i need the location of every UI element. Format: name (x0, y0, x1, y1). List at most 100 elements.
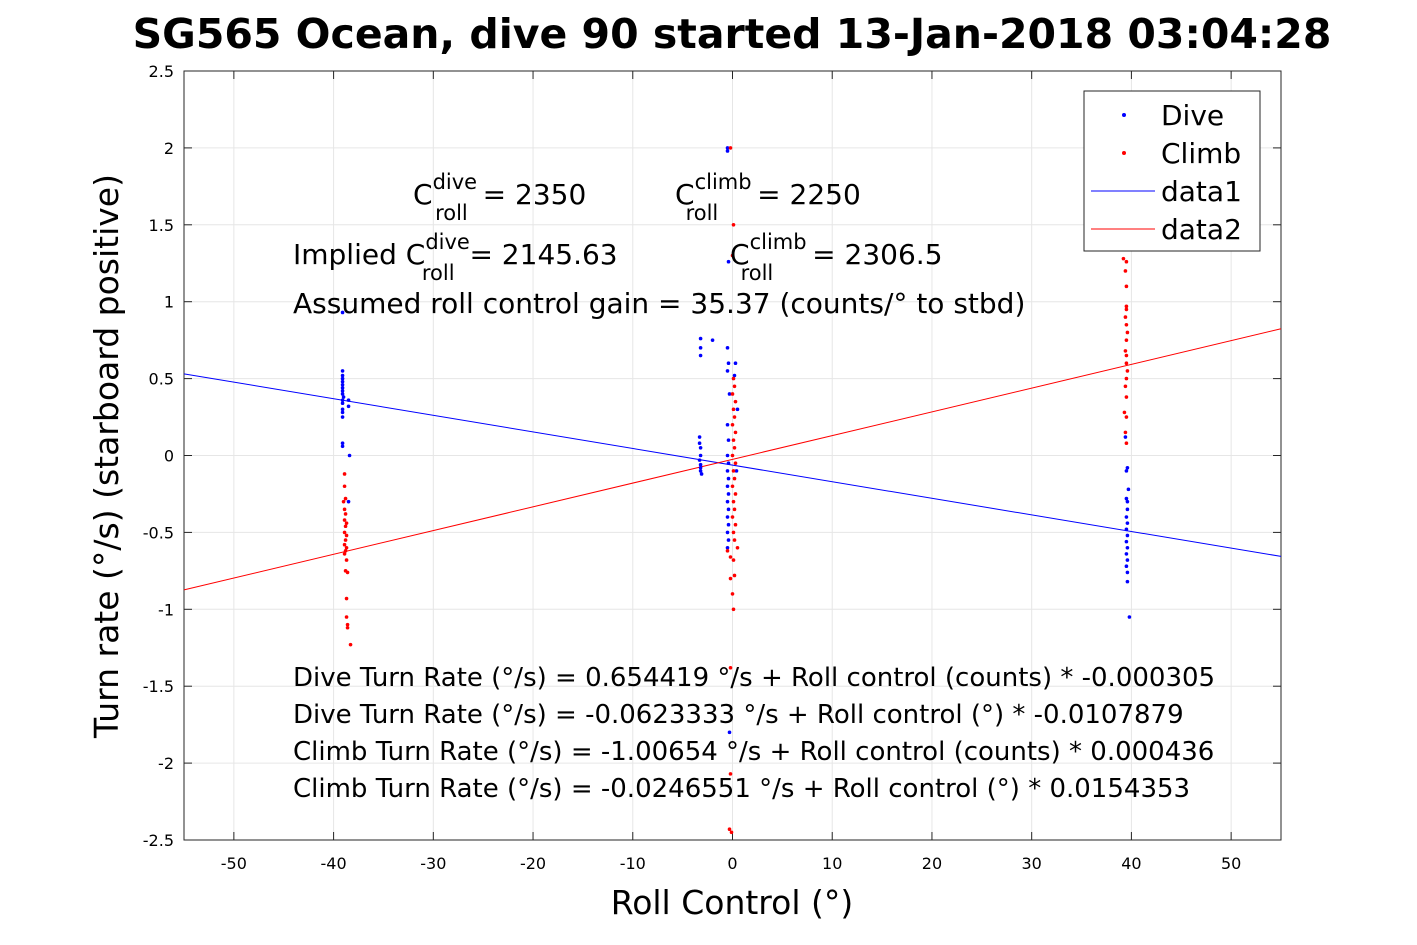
climb-point (731, 438, 736, 442)
dive-point (725, 422, 730, 427)
implied-dive-annotation: Implied Cdive roll = 2145.63 (293, 230, 618, 285)
data-points (340, 146, 1132, 835)
climb-point (735, 545, 740, 550)
equation-line: Dive Turn Rate (°/s) = -0.0623333 °/s + … (293, 700, 1184, 730)
climb-point (730, 592, 735, 596)
x-tick-label: 10 (822, 854, 842, 873)
equation-line: Dive Turn Rate (°/s) = 0.654419 °/s + Ro… (293, 663, 1215, 693)
climb-point (344, 558, 349, 562)
dive-point (726, 522, 731, 527)
climb-point (728, 146, 733, 150)
dive-point (340, 373, 345, 378)
legend-climb-label: Climb (1161, 137, 1241, 170)
climb-point (729, 830, 734, 835)
x-tick-label: 20 (922, 854, 942, 873)
legend: Dive Climb data1 data2 (1083, 90, 1261, 252)
dive-point (727, 730, 732, 735)
dive-point (1124, 552, 1129, 556)
climb-point (731, 407, 736, 412)
y-tick-label: -1.5 (143, 677, 174, 696)
dive-point (725, 530, 730, 535)
dive-point (340, 407, 345, 412)
climb-point (342, 507, 347, 512)
dive-point (340, 398, 345, 402)
climb-point (343, 524, 348, 529)
dive-point (1126, 487, 1131, 492)
climb-point (342, 552, 347, 556)
legend-data2-label: data2 (1161, 213, 1242, 246)
dive-point (1125, 466, 1130, 470)
climb-point (1125, 330, 1130, 335)
y-axis-label: Turn rate (°/s) (starboard positive) (87, 174, 126, 739)
dive-point (698, 446, 703, 450)
climb-point (733, 461, 738, 465)
climb-point (342, 484, 347, 489)
dive-point (1123, 435, 1128, 439)
climb-point (1124, 395, 1129, 399)
climb-point (343, 512, 348, 516)
c-roll-climb-annotation: Cclimb roll = 2250 (675, 170, 861, 225)
climb-point (345, 625, 350, 630)
climb-point (732, 446, 737, 450)
legend-dive-label: Dive (1161, 99, 1224, 132)
climb-point (344, 615, 349, 619)
climb-point (345, 570, 350, 575)
y-tick-label: -2.5 (143, 831, 174, 850)
dive-point (725, 346, 730, 350)
climb-point (1123, 384, 1128, 389)
dive-point (726, 476, 731, 481)
climb-point (730, 515, 735, 519)
dive-point (734, 469, 739, 473)
dive-point (1125, 521, 1130, 525)
climb-point (342, 530, 347, 535)
climb-point (725, 549, 730, 553)
dive-point (1125, 499, 1130, 504)
dive-point (340, 376, 345, 381)
x-tick-label: 40 (1121, 854, 1141, 873)
climb-point (731, 469, 736, 473)
x-tick-label: 30 (1022, 854, 1042, 873)
dive-point (1125, 507, 1130, 512)
climb-point (1124, 304, 1129, 309)
climb-point (731, 376, 736, 381)
dive-point (698, 336, 703, 341)
climb-point (1121, 256, 1126, 261)
dive-point (1125, 570, 1130, 575)
climb-point (344, 545, 349, 550)
climb-point (733, 492, 738, 496)
equation-line: Climb Turn Rate (°/s) = -0.0246551 °/s +… (293, 774, 1190, 804)
climb-point (1123, 430, 1128, 435)
climb-point (731, 607, 736, 612)
dive-point (698, 353, 703, 358)
climb-point (731, 530, 736, 535)
dive-point (1124, 469, 1129, 473)
dive-point (699, 472, 704, 476)
y-tick-label: 1.5 (149, 216, 174, 235)
dive-point (726, 438, 731, 442)
climb-point (1125, 369, 1130, 373)
x-tick-label: -20 (520, 854, 546, 873)
dive-point (1125, 533, 1130, 538)
x-tick-label: -10 (620, 854, 646, 873)
dive-point (340, 415, 345, 419)
dive-point (1124, 527, 1129, 532)
climb-point (1124, 415, 1129, 419)
dive-point (346, 398, 351, 402)
climb-point (343, 538, 348, 542)
dive-point (340, 444, 345, 449)
dive-point (732, 373, 737, 378)
dive-point (346, 499, 351, 504)
dive-point (726, 259, 731, 264)
dive-point (698, 346, 703, 350)
dive-point (1125, 545, 1130, 550)
fit-line-data2 (183, 328, 1282, 591)
climb-point (730, 422, 735, 427)
dive-point (725, 469, 730, 473)
climb-point (343, 549, 348, 553)
dive-point (726, 361, 731, 366)
climb-point (732, 507, 737, 512)
equation-line: Climb Turn Rate (°/s) = -1.00654 °/s + R… (293, 737, 1214, 767)
dive-point (698, 453, 703, 458)
dive-point (698, 466, 703, 470)
c-roll-dive-annotation: Cdive roll = 2350 (413, 170, 586, 225)
